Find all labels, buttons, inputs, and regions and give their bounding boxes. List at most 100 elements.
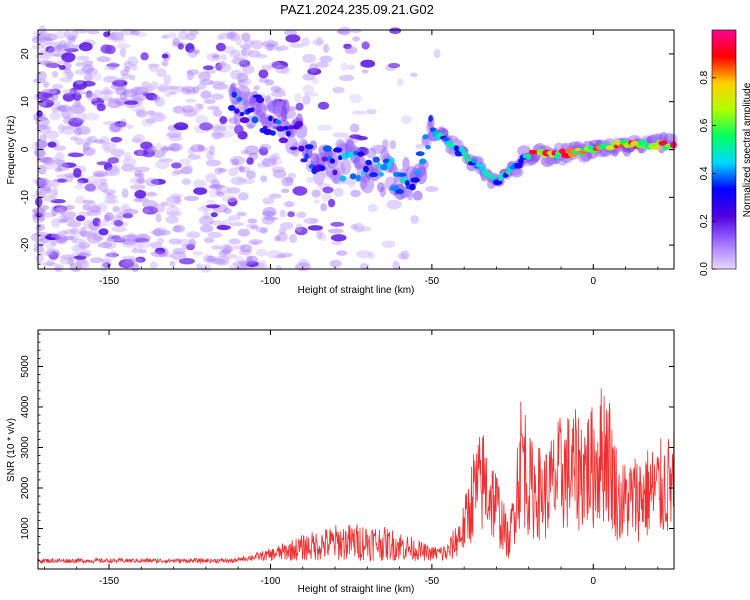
spectrogram-cell <box>235 166 243 171</box>
spectrogram-cell <box>234 256 245 263</box>
spectrogram-cell <box>356 250 372 259</box>
spectrogram-cell <box>104 214 111 223</box>
spectrogram-cell <box>259 143 272 151</box>
spectrogram-cell <box>272 169 287 179</box>
spectrogram-cell <box>103 31 111 38</box>
spectrogram-cell <box>318 165 326 172</box>
spectrogram-cell <box>55 205 69 212</box>
spectrogram-cell <box>234 124 244 135</box>
spectrogram-cell <box>54 167 63 173</box>
colorbar-tick-label: 0.2 <box>699 214 710 228</box>
spectrogram-cell <box>114 121 127 128</box>
spectrogram-cell <box>136 109 148 118</box>
spectrogram-cell <box>137 176 145 184</box>
spectrogram-cell <box>55 162 68 168</box>
spectrogram-cell <box>275 119 282 125</box>
spectrogram-cell <box>234 108 240 114</box>
spectrogram-cell <box>272 60 288 70</box>
spectrogram-cell <box>122 213 133 219</box>
spectrogram-cell <box>135 233 148 239</box>
spectrogram-cell <box>141 81 151 90</box>
spectrogram-cell <box>88 228 100 236</box>
spectrogram-cell <box>332 132 349 138</box>
spectrogram-cell <box>319 55 333 63</box>
spectrogram-cell <box>240 149 250 155</box>
spectrogram-cell <box>133 244 143 251</box>
spectrogram-cell <box>31 35 47 44</box>
spectrogram-cell <box>178 158 192 165</box>
spectrogram-cell <box>168 143 183 152</box>
spectrogram-cell <box>167 32 177 39</box>
spectrogram-cell <box>100 90 113 97</box>
spectrogram-cell <box>193 49 201 55</box>
spectrogram-cell <box>197 144 205 152</box>
spectrogram-cell <box>122 259 133 268</box>
spectrogram-cell <box>209 188 219 198</box>
spectrogram-cell <box>66 71 74 79</box>
spectrogram-cell <box>253 85 260 91</box>
spectrogram-cell <box>272 152 280 161</box>
spectrogram-cell <box>113 237 126 243</box>
spectrogram-cell <box>317 101 330 110</box>
spectrogram-cell <box>389 27 402 34</box>
spectrogram-cell <box>369 172 378 178</box>
spectrogram-cell <box>87 96 98 102</box>
spectrogram-cell <box>410 177 420 183</box>
spectrogram-cell <box>110 148 126 157</box>
spectrogram-cell <box>121 89 133 95</box>
spectrogram-cell <box>54 44 71 49</box>
spectrogram-cell <box>51 91 59 101</box>
spectrogram-cell <box>172 169 184 175</box>
spectrogram-cell <box>37 204 50 211</box>
spectrogram-cell <box>61 162 77 168</box>
spectrogram-cell <box>49 179 60 188</box>
snr-y-ticks: 1000 2000 3000 4000 5000 <box>20 333 674 570</box>
spectrogram-cell <box>227 105 236 111</box>
spectrogram-cell <box>56 235 69 243</box>
spectrogram-cell <box>321 156 328 162</box>
spectrogram-cell <box>578 150 588 155</box>
spectrogram-cell <box>182 105 195 113</box>
spectrogram-cell <box>199 122 213 131</box>
spectrogram-cell <box>149 261 158 269</box>
spectrogram-cell <box>218 250 228 257</box>
spectrogram-cell <box>152 149 166 158</box>
spectrogram-cell <box>350 189 361 198</box>
spectrogram-cell <box>53 263 65 273</box>
spectrogram-cell <box>241 32 251 42</box>
spectrogram-cell <box>353 150 359 156</box>
spectrogram-x-label: Height of straight line (km) <box>298 285 415 296</box>
spectrogram-cell <box>142 91 150 97</box>
spectrogram-cell <box>322 145 332 152</box>
spectrogram-cell <box>43 130 59 140</box>
spectrogram-cell <box>96 161 110 166</box>
colorbar-ticks: 0.0 0.2 0.4 0.6 0.8 <box>699 70 716 276</box>
spectrogram-cell <box>461 150 468 156</box>
spectrogram-cell <box>237 192 249 201</box>
spectrogram-cell <box>59 77 73 83</box>
spectrogram-cell <box>268 115 273 122</box>
spectrogram-cell <box>173 122 189 131</box>
spectrogram-cell <box>106 63 120 68</box>
spectrogram-cell <box>268 193 282 199</box>
spectrogram-cell <box>161 34 169 39</box>
spectrogram-cell <box>222 195 238 203</box>
spectrogram-cell <box>360 175 375 194</box>
spectrogram-cell <box>497 174 503 182</box>
spectrogram-cell <box>168 238 182 245</box>
spectrogram-cell <box>219 61 226 68</box>
spectrogram-cell <box>137 240 152 249</box>
spectrogram-cell <box>133 133 145 144</box>
spectrogram-cell <box>65 204 75 211</box>
spectrogram-cell <box>295 102 304 111</box>
spectrogram-cell <box>64 30 71 38</box>
spectrogram-cell <box>236 96 243 102</box>
spectrogram-cell <box>126 124 134 129</box>
spectrogram-cell <box>154 97 165 107</box>
spectrogram-cell <box>186 243 195 251</box>
spectrogram-cell <box>106 252 119 258</box>
spectrogram-cell <box>61 211 77 219</box>
spectrogram-cell <box>255 248 267 257</box>
spectrogram-cell <box>228 124 235 130</box>
spectrogram-cell <box>164 93 171 97</box>
